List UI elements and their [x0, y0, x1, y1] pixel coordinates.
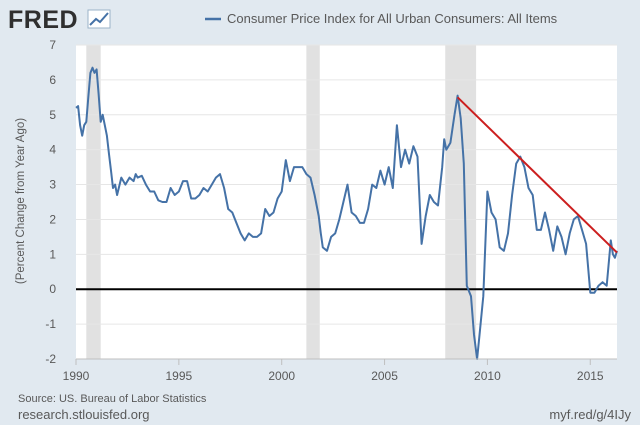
x-axis: 1990 1995 2000 2005 2010 2015 [63, 358, 617, 383]
site-link[interactable]: research.stlouisfed.org [18, 407, 150, 422]
fred-logo[interactable]: FRED [8, 6, 78, 34]
y-tick-label: 1 [49, 247, 56, 261]
short-url-link[interactable]: myf.red/g/4IJy [549, 407, 631, 422]
y-tick-label: 6 [49, 73, 56, 87]
plot-area [76, 45, 617, 359]
x-tick-label: 1990 [63, 369, 90, 383]
recession-band [86, 45, 101, 359]
y-tick-label: 3 [49, 178, 56, 192]
y-tick-label: 2 [49, 212, 56, 226]
y-tick-label: 5 [49, 108, 56, 122]
annotation-layer [456, 96, 618, 254]
trend-line [456, 96, 618, 254]
source-note: Source: US. Bureau of Labor Statistics [18, 393, 207, 405]
recession-bands [86, 45, 477, 359]
y-axis: -2 -1 0 1 2 3 4 5 6 7 [45, 38, 56, 366]
x-tick-label: 2015 [577, 369, 604, 383]
legend-label[interactable]: Consumer Price Index for All Urban Consu… [227, 11, 558, 26]
x-tick-label: 2000 [268, 369, 295, 383]
x-tick-label: 1995 [166, 369, 193, 383]
y-tick-label: -2 [45, 352, 56, 366]
grid-lines [76, 44, 617, 360]
y-tick-label: 0 [49, 282, 56, 296]
y-tick-label: -1 [45, 317, 56, 331]
y-axis-label: (Percent Change from Year Ago) [15, 118, 27, 284]
x-tick-label: 2010 [474, 369, 501, 383]
recession-band [306, 45, 320, 359]
x-tick-label: 2005 [371, 369, 398, 383]
y-tick-label: 4 [49, 143, 56, 157]
fred-chart-logo-icon [87, 9, 111, 29]
y-tick-label: 7 [49, 38, 56, 52]
